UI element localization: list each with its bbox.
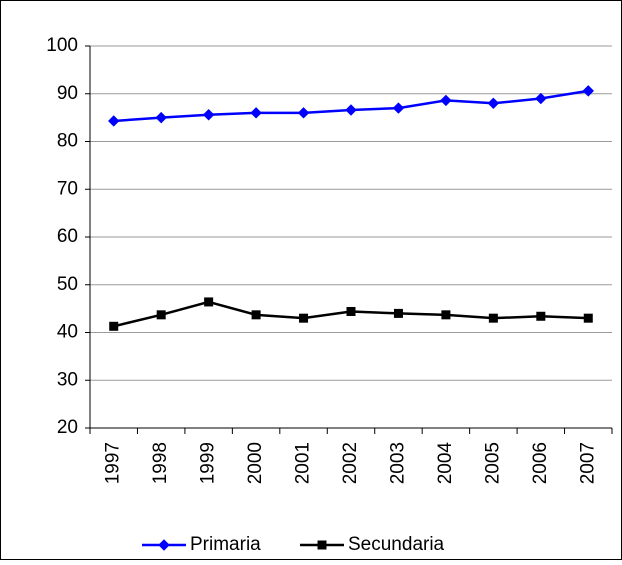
data-point — [346, 306, 356, 316]
data-point — [345, 104, 357, 116]
x-tick-label: 2005 — [482, 442, 503, 484]
x-tick-label: 1998 — [150, 442, 171, 484]
data-point — [392, 102, 405, 114]
x-tick-label: 2004 — [435, 442, 456, 485]
data-point — [299, 313, 309, 323]
data-point — [535, 92, 547, 105]
x-tick-label: 2006 — [530, 442, 551, 484]
y-tick-label: 40 — [57, 322, 78, 343]
data-point — [487, 97, 500, 110]
data-point — [108, 115, 120, 127]
data-point — [297, 107, 310, 119]
y-tick-label: 30 — [57, 369, 78, 390]
data-point — [202, 109, 215, 121]
data-point — [155, 111, 167, 124]
legend-marker — [317, 540, 327, 550]
data-point — [251, 310, 261, 320]
x-tick-label: 2001 — [293, 442, 314, 484]
x-tick-label: 1997 — [103, 442, 124, 484]
data-point — [583, 313, 593, 323]
legend-label: Primaria — [190, 534, 261, 555]
x-tick-label: 2007 — [577, 442, 598, 484]
y-tick-label: 50 — [57, 274, 78, 295]
data-point — [156, 310, 166, 320]
data-point — [393, 308, 403, 318]
data-point — [250, 107, 262, 119]
legend-marker — [158, 539, 170, 551]
data-point — [582, 85, 594, 97]
x-tick-label: 2003 — [387, 442, 408, 484]
data-point — [440, 94, 452, 107]
y-tick-label: 100 — [46, 35, 78, 56]
data-point — [441, 310, 451, 320]
data-point — [536, 311, 546, 321]
x-tick-label: 2002 — [340, 442, 361, 484]
data-point — [204, 297, 214, 307]
y-tick-label: 20 — [57, 417, 78, 438]
legend-label: Secundaria — [348, 534, 445, 555]
data-point — [109, 321, 119, 331]
x-tick-label: 1999 — [198, 442, 219, 484]
data-point — [488, 313, 498, 323]
y-tick-label: 70 — [57, 178, 78, 199]
y-tick-label: 90 — [57, 83, 78, 104]
y-tick-label: 80 — [57, 131, 78, 152]
y-tick-label: 60 — [57, 226, 78, 247]
x-tick-label: 2000 — [245, 442, 266, 484]
